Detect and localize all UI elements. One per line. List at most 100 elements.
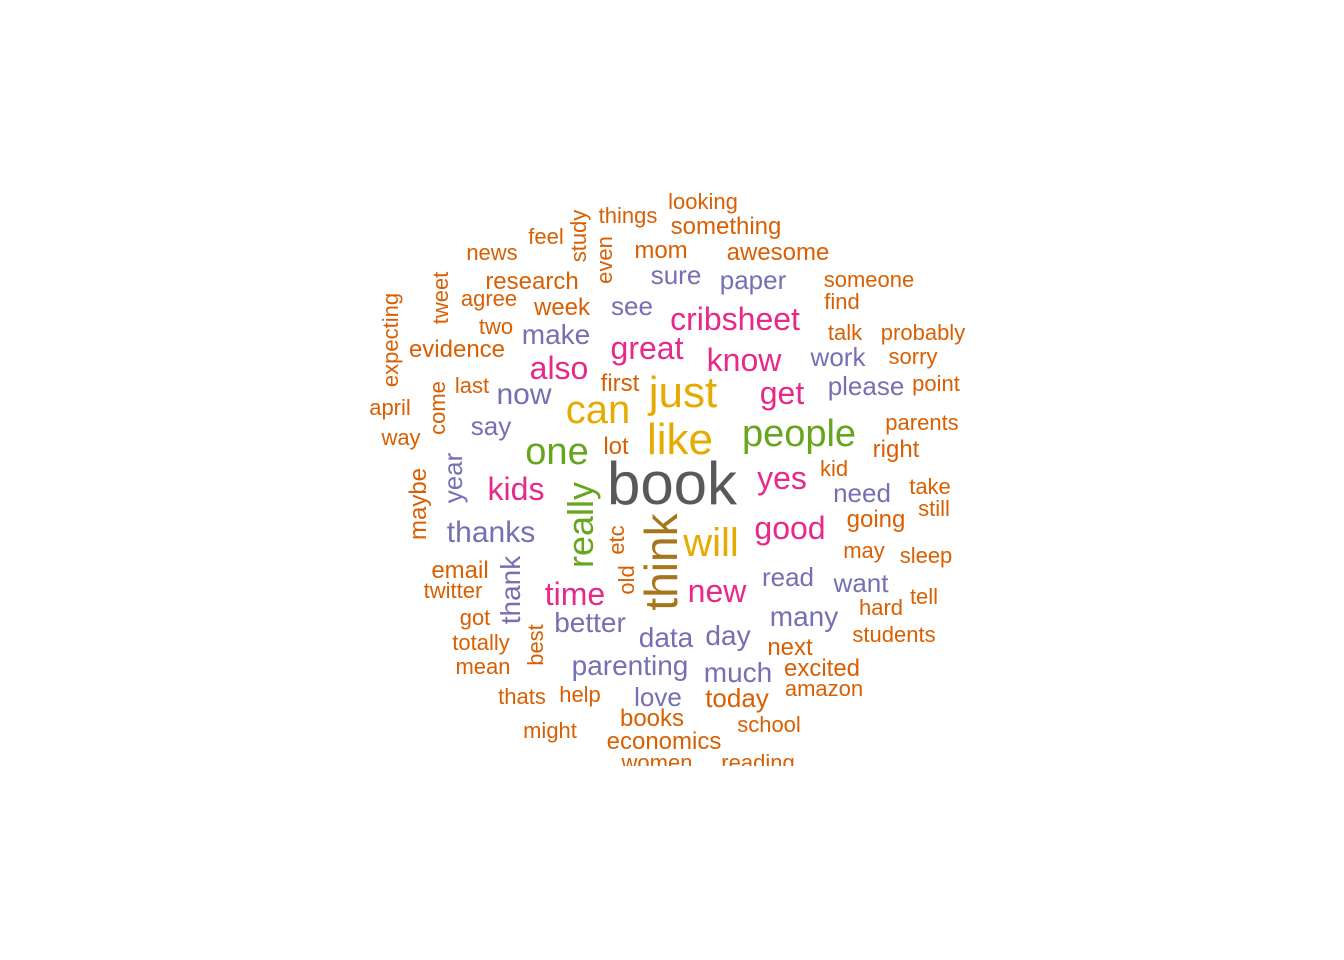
- word-way: way: [381, 425, 421, 450]
- word-want: want: [833, 568, 889, 598]
- word-even: even: [592, 236, 617, 284]
- word-reading: reading: [721, 750, 795, 767]
- word-feel: feel: [528, 224, 564, 249]
- word-one: one: [525, 431, 589, 473]
- word-someone: someone: [823, 267, 915, 292]
- word-may: may: [843, 538, 885, 563]
- word-please: please: [827, 371, 905, 401]
- word-something: something: [670, 213, 782, 240]
- word-first: first: [600, 370, 640, 397]
- word-expecting: expecting: [378, 292, 403, 388]
- word-excited: excited: [783, 655, 861, 682]
- word-will: will: [683, 521, 739, 565]
- word-cribsheet: cribsheet: [670, 301, 800, 337]
- word-research: research: [485, 268, 579, 295]
- word-school: school: [737, 712, 801, 737]
- word-sleep: sleep: [899, 543, 953, 568]
- word-say: say: [470, 411, 512, 441]
- word-april: april: [369, 395, 411, 420]
- word-tweet: tweet: [428, 271, 453, 325]
- word-agree: agree: [460, 286, 518, 311]
- word-etc: etc: [604, 525, 629, 555]
- word-thanks: thanks: [446, 516, 536, 549]
- word-best: best: [523, 624, 548, 666]
- word-lot: lot: [603, 433, 629, 460]
- word-economics: economics: [606, 728, 722, 755]
- word-sorry: sorry: [888, 344, 938, 369]
- word-parents: parents: [885, 410, 959, 435]
- word-hard: hard: [858, 595, 904, 620]
- word-women: women: [621, 750, 693, 767]
- word-think: think: [635, 513, 687, 611]
- word-still: still: [918, 496, 950, 521]
- word-year: year: [438, 452, 468, 504]
- word-books: books: [619, 705, 685, 732]
- word-know: know: [706, 342, 782, 378]
- word-got: got: [459, 605, 491, 630]
- word-people: people: [741, 413, 857, 455]
- word-help: help: [559, 682, 601, 707]
- word-parenting: parenting: [571, 650, 689, 681]
- word-evidence: evidence: [408, 336, 506, 363]
- word-book: book: [606, 450, 738, 517]
- word-awesome: awesome: [726, 239, 830, 266]
- word-also: also: [529, 350, 589, 386]
- word-amazon: amazon: [784, 676, 864, 701]
- word-twitter: twitter: [423, 578, 483, 603]
- word-mean: mean: [455, 654, 511, 679]
- word-come: come: [425, 381, 450, 435]
- word-looking: looking: [668, 189, 738, 214]
- word-kids: kids: [487, 471, 545, 507]
- word-see: see: [611, 291, 653, 321]
- word-mom: mom: [634, 237, 688, 264]
- word-thats: thats: [498, 684, 546, 709]
- word-take: take: [909, 474, 951, 499]
- word-work: work: [810, 342, 866, 372]
- word-next: next: [767, 634, 813, 661]
- word-right: right: [872, 436, 920, 463]
- word-make: make: [521, 319, 591, 350]
- word-email: email: [431, 557, 489, 584]
- word-kid: kid: [819, 456, 849, 481]
- word-tell: tell: [909, 584, 939, 609]
- word-really: really: [560, 481, 601, 569]
- word-two: two: [478, 314, 514, 339]
- word-read: read: [761, 562, 815, 592]
- word-now: now: [496, 378, 552, 411]
- word-going: going: [846, 506, 906, 533]
- word-week: week: [533, 294, 591, 321]
- word-love: love: [634, 682, 682, 712]
- word-old: old: [614, 565, 639, 595]
- word-get: get: [759, 375, 805, 411]
- word-might: might: [523, 718, 577, 743]
- word-day: day: [705, 620, 751, 651]
- word-time: time: [544, 576, 606, 612]
- word-yes: yes: [757, 460, 807, 496]
- word-students: students: [852, 622, 936, 647]
- word-news: news: [466, 240, 518, 265]
- word-new: new: [687, 573, 747, 609]
- word-talk: talk: [827, 320, 863, 345]
- word-good: good: [754, 510, 826, 546]
- word-point: point: [912, 371, 960, 396]
- word-maybe: maybe: [405, 467, 432, 541]
- word-cloud-area: book think like just can will people one really c…: [369, 189, 966, 767]
- word-need: need: [833, 478, 891, 508]
- word-better: better: [554, 607, 626, 638]
- word-data: data: [638, 622, 694, 653]
- word-find: find: [824, 289, 860, 314]
- word-today: today: [705, 683, 769, 713]
- word-can: can: [565, 388, 631, 432]
- word-things: things: [598, 203, 658, 228]
- word-last: last: [454, 373, 490, 398]
- word-just: just: [648, 368, 718, 417]
- word-many: many: [769, 601, 839, 632]
- word-great: great: [610, 330, 684, 366]
- word-totally: totally: [452, 630, 510, 655]
- word-much: much: [703, 657, 773, 688]
- word-thank: thank: [495, 555, 526, 625]
- word-like: like: [646, 415, 714, 464]
- word-sure: sure: [650, 260, 702, 290]
- word-probably: probably: [880, 320, 966, 345]
